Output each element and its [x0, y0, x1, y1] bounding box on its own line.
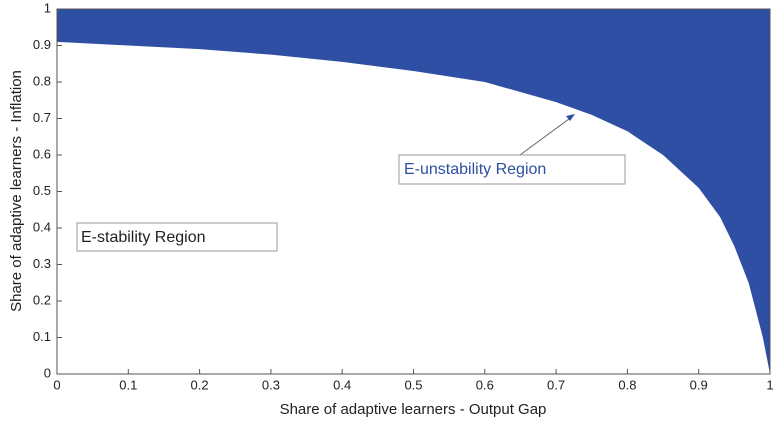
annotation: E-unstability Region: [404, 161, 546, 178]
annotation: E-stability Region: [81, 229, 206, 246]
annotation-box: [76, 222, 278, 252]
annotation-box: [398, 154, 626, 185]
x-tick-label: 0.7: [547, 377, 565, 392]
y-tick-label: 0.5: [33, 183, 51, 198]
y-tick-label: 0.7: [33, 110, 51, 125]
x-tick-label: 0.9: [690, 377, 708, 392]
x-tick-label: 0.1: [119, 377, 137, 392]
x-axis-label: Share of adaptive learners - Output Gap: [280, 401, 547, 418]
y-tick-label: 0.2: [33, 292, 51, 307]
y-tick-label: 0.8: [33, 73, 51, 88]
x-tick-label: 1: [766, 377, 773, 392]
x-tick-label: 0: [53, 377, 60, 392]
y-tick-label: 0.3: [33, 256, 51, 271]
x-tick-label: 0.6: [476, 377, 494, 392]
annotation-arrowhead: [566, 114, 575, 121]
y-axis-label: Share of adaptive learners - Inflation: [8, 70, 25, 312]
y-tick-label: 0: [44, 365, 51, 380]
x-tick-label: 0.4: [333, 377, 351, 392]
x-tick-label: 0.2: [191, 377, 209, 392]
y-tick-label: 0.4: [33, 219, 51, 234]
x-tick-label: 0.3: [262, 377, 280, 392]
unstable-region: [57, 9, 770, 374]
y-tick-label: 0.1: [33, 329, 51, 344]
y-tick-label: 0.6: [33, 146, 51, 161]
y-tick-label: 0.9: [33, 37, 51, 52]
x-tick-label: 0.8: [618, 377, 636, 392]
x-tick-label: 0.5: [404, 377, 422, 392]
annotation-arrow: [519, 115, 574, 156]
y-tick-label: 1: [44, 0, 51, 15]
